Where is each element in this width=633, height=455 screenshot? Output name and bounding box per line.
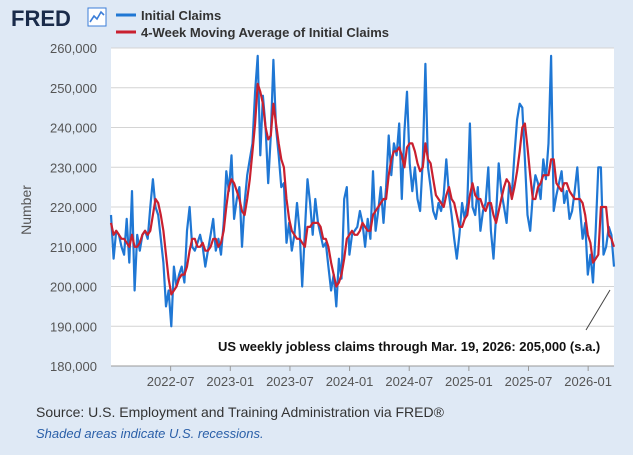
y-tick-label: 230,000	[50, 160, 97, 175]
annotation-pointer	[585, 289, 611, 331]
y-tick-label: 180,000	[50, 359, 97, 374]
x-tick-label: 2026-01	[564, 374, 612, 389]
x-tick-label: 2025-01	[445, 374, 493, 389]
y-axis-label: Number	[18, 185, 34, 235]
recession-note: Shaded areas indicate U.S. recessions.	[36, 426, 264, 441]
y-tick-label: 260,000	[50, 41, 97, 56]
y-axis-ticks: 180,000 190,000 200,000 210,000 220,000 230,0…	[50, 41, 97, 374]
series-layer	[109, 54, 616, 328]
y-tick-label: 210,000	[50, 240, 97, 255]
x-tick-label: 2023-07	[266, 374, 314, 389]
x-tick-label: 2024-01	[326, 374, 374, 389]
x-axis-ticks: 2022-07 2023-01 2023-07 2024-01 2024-07 2025-…	[147, 366, 612, 389]
x-tick-label: 2024-07	[385, 374, 433, 389]
source-note: Source: U.S. Employment and Training Adm…	[36, 404, 444, 420]
y-tick-label: 250,000	[50, 81, 97, 96]
y-tick-label: 240,000	[50, 121, 97, 136]
legend-label-initial-claims: Initial Claims	[141, 8, 221, 23]
legend-label-moving-average: 4-Week Moving Average of Initial Claims	[141, 25, 389, 40]
x-tick-label: 2025-07	[505, 374, 553, 389]
fred-logo[interactable]: FRED	[11, 6, 71, 31]
chart-annotation: US weekly jobless claims through Mar. 19…	[218, 339, 600, 354]
x-tick-label: 2023-01	[206, 374, 254, 389]
legend: Initial Claims 4-Week Moving Average of …	[116, 8, 389, 40]
y-tick-label: 190,000	[50, 319, 97, 334]
line-graph-icon	[87, 7, 107, 27]
x-tick-label: 2022-07	[147, 374, 195, 389]
series-moving-average	[109, 82, 616, 296]
y-tick-label: 220,000	[50, 200, 97, 215]
y-tick-label: 200,000	[50, 280, 97, 295]
